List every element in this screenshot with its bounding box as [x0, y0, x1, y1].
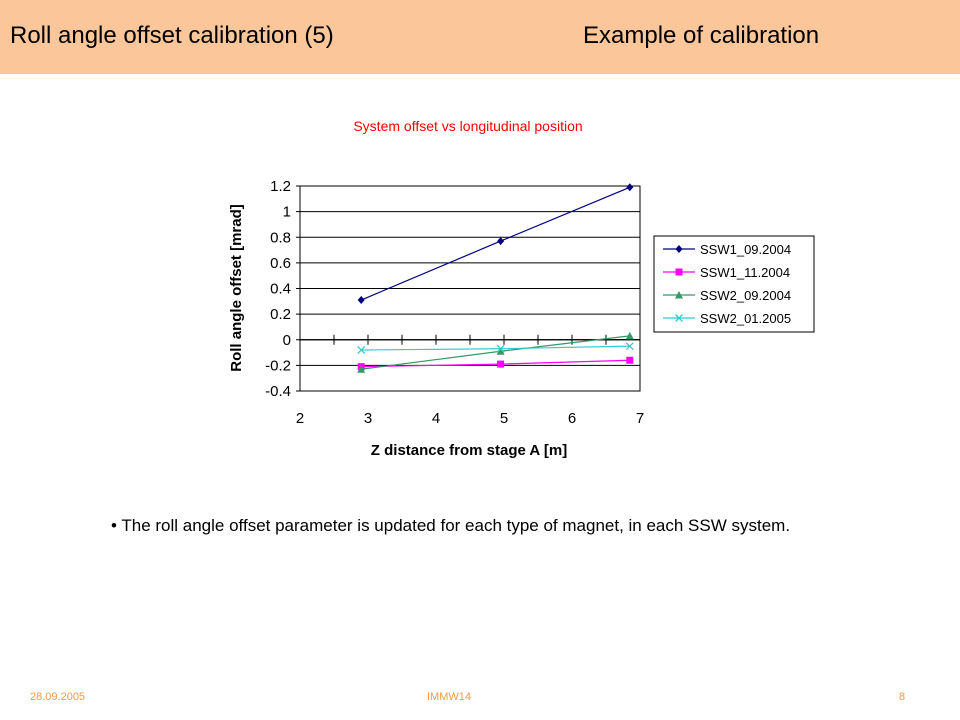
bullet-text: • The roll angle offset parameter is upd…: [111, 516, 791, 535]
footer-date: 28.09.2005: [30, 691, 86, 703]
x-marker-stroke: [625, 342, 634, 351]
legend-label: SSW1_11.2004: [700, 265, 790, 280]
y-tick-label: 1: [283, 204, 291, 221]
x-tick-label: 7: [636, 410, 644, 427]
data-point: [496, 344, 505, 353]
x-marker-stroke: [675, 314, 683, 322]
y-tick-label: 0: [283, 332, 291, 349]
series-line: [360, 186, 631, 301]
y-axis-label: Roll angle offset [mrad]: [228, 204, 245, 372]
legend-item: SSW1_09.2004: [663, 242, 791, 257]
x-marker-stroke: [357, 346, 366, 354]
legend-swatch-marker: [675, 314, 683, 322]
series-4: [357, 342, 634, 354]
footer-event: IMMW14: [427, 691, 471, 703]
slide-subtitle: Example of calibration: [583, 22, 820, 49]
x-tick-label: 3: [364, 410, 372, 427]
legend-item: SSW1_11.2004: [663, 265, 790, 280]
plot-border: [299, 185, 641, 392]
legend-item: SSW2_01.2005: [663, 311, 791, 326]
legend-swatch-marker: [675, 268, 683, 276]
legend-label: SSW1_09.2004: [700, 242, 791, 257]
y-tick-label: 0.8: [270, 229, 291, 246]
y-tick-label: 0.6: [270, 255, 291, 272]
series-line: [361, 345, 630, 351]
data-point: [497, 360, 505, 368]
legend-label: SSW2_01.2005: [700, 311, 791, 326]
x-tick-label: 6: [568, 410, 576, 427]
x-axis-label: Z distance from stage A [m]: [371, 442, 567, 459]
x-tick-label: 2: [296, 410, 304, 427]
y-tick-label: -0.4: [265, 383, 291, 400]
data-point: [357, 296, 365, 305]
x-tick-label: 5: [500, 410, 508, 427]
x-marker-stroke: [496, 344, 505, 353]
data-point: [625, 342, 634, 351]
chart-title: System offset vs longitudinal position: [353, 118, 582, 134]
legend-swatch-marker: [675, 245, 683, 253]
footer-page-number: 8: [899, 691, 906, 703]
data-point: [497, 237, 505, 246]
legend-label: SSW2_09.2004: [700, 288, 791, 303]
data-point: [625, 331, 634, 340]
y-tick-label: 0.2: [270, 306, 291, 323]
data-point: [626, 356, 634, 364]
slide-header: Roll angle offset calibration (5) Exampl…: [0, 0, 960, 74]
series-1: [357, 183, 634, 305]
legend-swatch-marker: [675, 291, 683, 299]
y-tick-label: 1.2: [270, 178, 291, 195]
data-point: [626, 183, 634, 192]
x-tick-label: 4: [432, 410, 440, 427]
y-tick-label: 0.4: [270, 281, 291, 298]
slide-title: Roll angle offset calibration (5): [10, 22, 334, 49]
data-point: [496, 347, 505, 355]
legend-item: SSW2_09.2004: [663, 288, 791, 303]
chart-legend: SSW1_09.2004 SSW1_11.2004 SSW2_09.2004 SSW2…: [653, 235, 815, 333]
plot-area: 1.2 1 0.8 0.6 0.4 0.2 0 -0.2 -0.4 2 3 4 5 6 7: [265, 178, 644, 427]
data-point: [357, 346, 366, 354]
series-3: [357, 331, 634, 373]
data-point: [357, 365, 366, 373]
series-2: [357, 356, 634, 371]
y-tick-label: -0.2: [265, 357, 291, 374]
